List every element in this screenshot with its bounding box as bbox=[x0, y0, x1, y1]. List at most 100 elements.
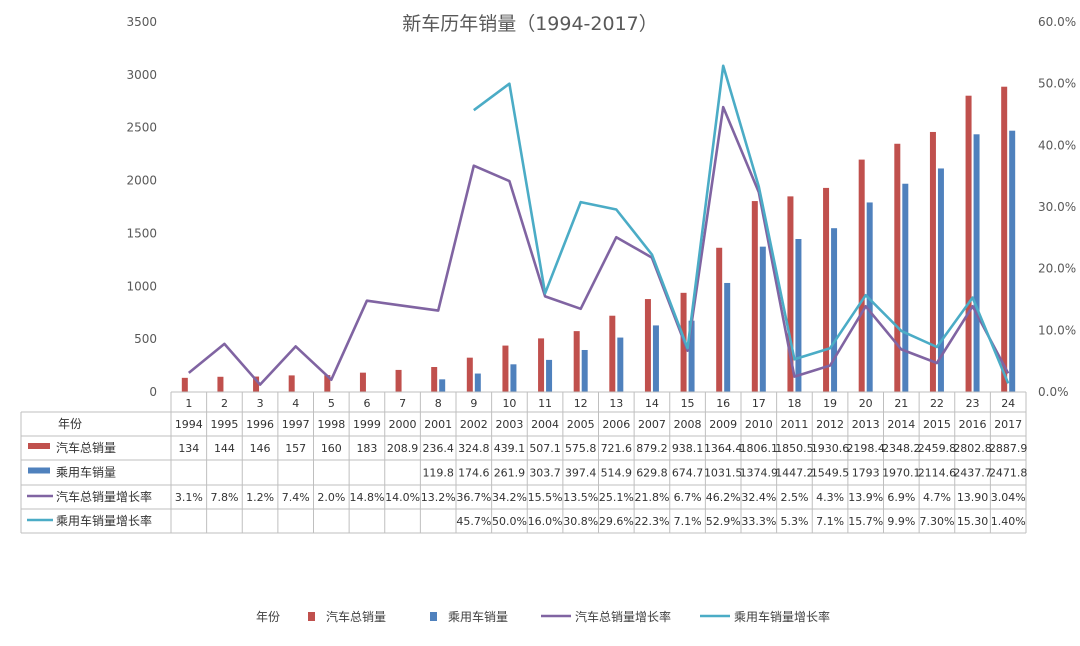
table-cell: 1.2% bbox=[246, 491, 274, 504]
table-cell: 2437.7 bbox=[953, 467, 992, 480]
table-cell: 13.9% bbox=[848, 491, 883, 504]
left-tick-label: 3500 bbox=[126, 15, 157, 29]
table-cell: 2012 bbox=[816, 418, 844, 431]
category-label: 5 bbox=[328, 397, 335, 410]
bar bbox=[823, 187, 830, 392]
table-cell: 7.30% bbox=[919, 515, 954, 528]
legend: 年份 汽车总销量 乘用车销量 汽车总销量增长率 乘用车销量增长率 bbox=[256, 609, 830, 624]
bar bbox=[716, 247, 723, 392]
bar bbox=[324, 375, 331, 392]
bar bbox=[937, 168, 944, 392]
right-tick-label: 0.0% bbox=[1038, 385, 1069, 399]
table-cell: 629.8 bbox=[636, 467, 668, 480]
bar bbox=[751, 201, 758, 392]
legend-label: 乘用车销量增长率 bbox=[734, 609, 830, 624]
bar bbox=[831, 228, 838, 392]
category-label: 8 bbox=[435, 397, 442, 410]
table-cell: 9.9% bbox=[887, 515, 915, 528]
category-label: 24 bbox=[1001, 397, 1015, 410]
table-cell: 2459.8 bbox=[918, 442, 957, 455]
category-label: 15 bbox=[681, 397, 695, 410]
table-cell: 1997 bbox=[282, 418, 310, 431]
table-cell: 1.40% bbox=[991, 515, 1026, 528]
right-axis-ticks: 0.0% 10.0% 20.0% 30.0% 40.0% 50.0% 60.0% bbox=[1038, 15, 1076, 399]
table-cell: 2004 bbox=[531, 418, 559, 431]
bar bbox=[652, 325, 659, 392]
table-cell: 30.8% bbox=[563, 515, 598, 528]
bar bbox=[724, 282, 731, 392]
right-tick-label: 20.0% bbox=[1038, 262, 1076, 276]
bar bbox=[288, 375, 295, 392]
bar bbox=[510, 364, 517, 392]
table-cell: 2000 bbox=[389, 418, 417, 431]
table-cell: 50.0% bbox=[492, 515, 527, 528]
bar bbox=[902, 183, 909, 392]
bar bbox=[359, 372, 366, 392]
bar bbox=[617, 337, 624, 392]
category-label: 11 bbox=[538, 397, 552, 410]
table-cell: 3.04% bbox=[991, 491, 1026, 504]
table-cell: 2011 bbox=[780, 418, 808, 431]
table-cell: 1793 bbox=[852, 467, 880, 480]
table-cell: 879.2 bbox=[636, 442, 668, 455]
bar bbox=[474, 373, 481, 392]
left-tick-label: 2000 bbox=[126, 174, 157, 188]
table-cell: 25.1% bbox=[599, 491, 634, 504]
table-cell: 2014 bbox=[887, 418, 915, 431]
bar bbox=[858, 159, 865, 392]
table-cell: 507.1 bbox=[529, 442, 561, 455]
table-cell: 208.9 bbox=[387, 442, 419, 455]
table-cell: 33.3% bbox=[741, 515, 776, 528]
table-cell: 6.7% bbox=[674, 491, 702, 504]
table-cell: 36.7% bbox=[456, 491, 491, 504]
table-cell: 1999 bbox=[353, 418, 381, 431]
table-cell: 2009 bbox=[709, 418, 737, 431]
table-cell: 2016 bbox=[959, 418, 987, 431]
bar bbox=[787, 196, 794, 392]
category-label: 7 bbox=[399, 397, 406, 410]
table-cell: 261.9 bbox=[494, 467, 526, 480]
table-cell: 160 bbox=[321, 442, 342, 455]
table-cell: 2008 bbox=[674, 418, 702, 431]
bar bbox=[217, 376, 224, 392]
table-cell: 174.6 bbox=[458, 467, 490, 480]
bar bbox=[759, 246, 766, 392]
table-cell: 134 bbox=[178, 442, 199, 455]
right-tick-label: 60.0% bbox=[1038, 15, 1076, 29]
table-row-header: 汽车总销量 bbox=[56, 440, 116, 455]
table-cell: 575.8 bbox=[565, 442, 597, 455]
table-cell: 14.8% bbox=[349, 491, 384, 504]
table-cell: 119.8 bbox=[422, 467, 454, 480]
table-cell: 2.0% bbox=[317, 491, 345, 504]
table-cell: 1996 bbox=[246, 418, 274, 431]
table-cell: 32.4% bbox=[741, 491, 776, 504]
bar bbox=[573, 331, 580, 392]
table-cell: 183 bbox=[356, 442, 377, 455]
table-cell: 157 bbox=[285, 442, 306, 455]
table-cell: 1374.9 bbox=[740, 467, 779, 480]
table-cell: 46.2% bbox=[706, 491, 741, 504]
legend-label: 年份 bbox=[256, 610, 280, 624]
category-label: 4 bbox=[292, 397, 299, 410]
table-cell: 1806.1 bbox=[740, 442, 779, 455]
table-cell: 1998 bbox=[317, 418, 345, 431]
table-cell: 303.7 bbox=[529, 467, 561, 480]
table-cell: 1850.5 bbox=[775, 442, 814, 455]
category-label: 22 bbox=[930, 397, 944, 410]
table-cell: 2005 bbox=[567, 418, 595, 431]
bar bbox=[609, 315, 616, 392]
table-cell: 1970.1 bbox=[882, 467, 921, 480]
bar bbox=[973, 134, 980, 392]
table-cell: 13.5% bbox=[563, 491, 598, 504]
bar bbox=[502, 345, 509, 392]
table-cell: 4.7% bbox=[923, 491, 951, 504]
table-row-header: 乘用车销量增长率 bbox=[56, 513, 152, 528]
series-line bbox=[473, 64, 1010, 384]
bar bbox=[431, 367, 438, 392]
legend-label: 乘用车销量 bbox=[448, 609, 508, 624]
left-tick-label: 1500 bbox=[126, 226, 157, 240]
table-cell: 29.6% bbox=[599, 515, 634, 528]
table-cell: 2348.2 bbox=[882, 442, 921, 455]
table-cell: 2013 bbox=[852, 418, 880, 431]
category-label: 9 bbox=[470, 397, 477, 410]
